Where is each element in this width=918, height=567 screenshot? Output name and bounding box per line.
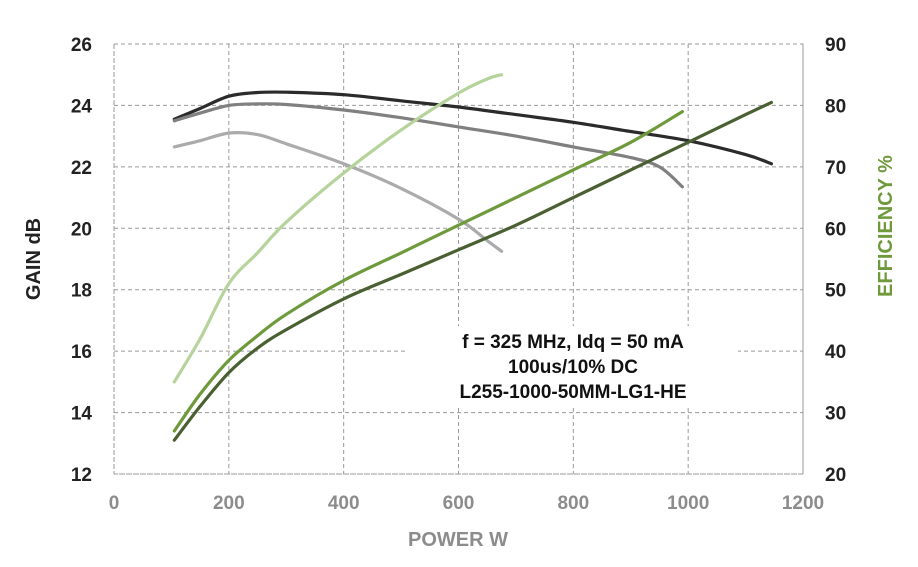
- series-lines: [172, 73, 773, 442]
- x-tick-label: 800: [557, 493, 589, 514]
- plot-frame: [113, 43, 804, 475]
- right-y-tick-label: 70: [825, 158, 846, 179]
- right-axis-title: EFFICIENCY %: [875, 155, 897, 297]
- left-y-tick-label: 20: [71, 219, 92, 240]
- left-y-tick-label: 22: [71, 158, 92, 179]
- x-tick-label: 0: [109, 493, 120, 514]
- tick-labels: 0 200 400 600 800 1000 1200 12 14 16 18 20 22 24 26 20 3…: [71, 35, 846, 514]
- x-axis-title: POWER W: [408, 529, 508, 551]
- efficiency-series-line-4: [172, 73, 504, 384]
- right-y-tick-label: 90: [825, 35, 846, 56]
- annotation-line-1: f = 325 MHz, Idq = 50 mA: [462, 332, 684, 353]
- right-y-tick-label: 50: [825, 281, 846, 302]
- left-y-tick-label: 26: [71, 35, 92, 56]
- right-y-tick-label: 60: [825, 219, 846, 240]
- annotation-line-2: 100us/10% DC: [508, 357, 638, 378]
- gain-series-line-2: [172, 102, 684, 189]
- left-y-tick-label: 18: [71, 281, 92, 302]
- right-y-tick-label: 80: [825, 96, 846, 117]
- right-y-tick-label: 40: [825, 342, 846, 363]
- left-y-tick-label: 12: [71, 465, 92, 486]
- right-y-tick-label: 30: [825, 404, 846, 425]
- x-tick-label: 600: [443, 493, 475, 514]
- gain-series-line-3: [172, 131, 504, 253]
- left-y-tick-label: 14: [71, 404, 93, 425]
- x-tick-label: 200: [213, 493, 245, 514]
- annotation-line-3: L255-1000-50MM-LG1-HE: [459, 382, 686, 403]
- gain-series-line-1: [172, 90, 773, 166]
- annotation-background: [408, 326, 738, 408]
- left-y-tick-label: 24: [71, 96, 93, 117]
- left-axis-title: GAIN dB: [23, 218, 45, 300]
- x-tick-label: 1200: [782, 493, 824, 514]
- efficiency-series-line-6: [172, 100, 773, 442]
- efficiency-series-line-5: [172, 110, 684, 433]
- right-y-tick-label: 20: [825, 465, 846, 486]
- x-tick-label: 400: [328, 493, 360, 514]
- left-y-tick-label: 16: [71, 342, 92, 363]
- x-tick-label: 1000: [667, 493, 709, 514]
